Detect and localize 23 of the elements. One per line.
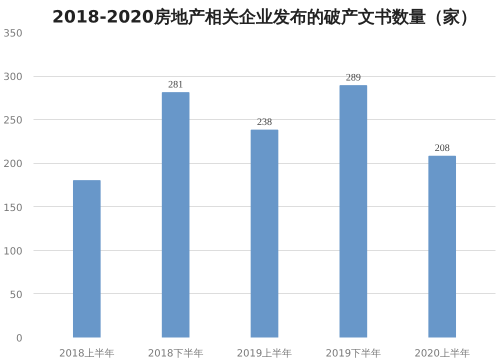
y-tick-label: 250 <box>3 116 23 127</box>
bar <box>72 180 101 338</box>
y-tick-label: 0 <box>16 334 23 344</box>
bar <box>428 156 456 338</box>
bar <box>250 130 278 338</box>
x-tick-label: 2019上半年 <box>236 348 292 360</box>
chart-title: 2018-2020房地产相关企业发布的破产文书数量（家） <box>52 8 477 28</box>
y-tick-label: 300 <box>3 72 23 84</box>
y-tick-label: 150 <box>3 202 23 214</box>
x-tick-label: 2018下半年 <box>148 348 204 360</box>
y-tick-label: 200 <box>3 159 23 170</box>
data-label: 289 <box>346 72 361 84</box>
x-tick-label: 2019下半年 <box>326 348 382 360</box>
data-label: 238 <box>257 117 272 128</box>
data-label: 208 <box>434 143 450 154</box>
x-tick-label: 2020上半年 <box>414 348 470 360</box>
y-tick-label: 100 <box>3 246 23 258</box>
bar <box>340 85 368 338</box>
y-tick-label: 350 <box>3 28 23 40</box>
x-tick-label: 2018上半年 <box>59 348 115 360</box>
y-tick-label: 50 <box>10 290 23 301</box>
bar <box>162 92 190 338</box>
data-label: 281 <box>168 80 184 91</box>
